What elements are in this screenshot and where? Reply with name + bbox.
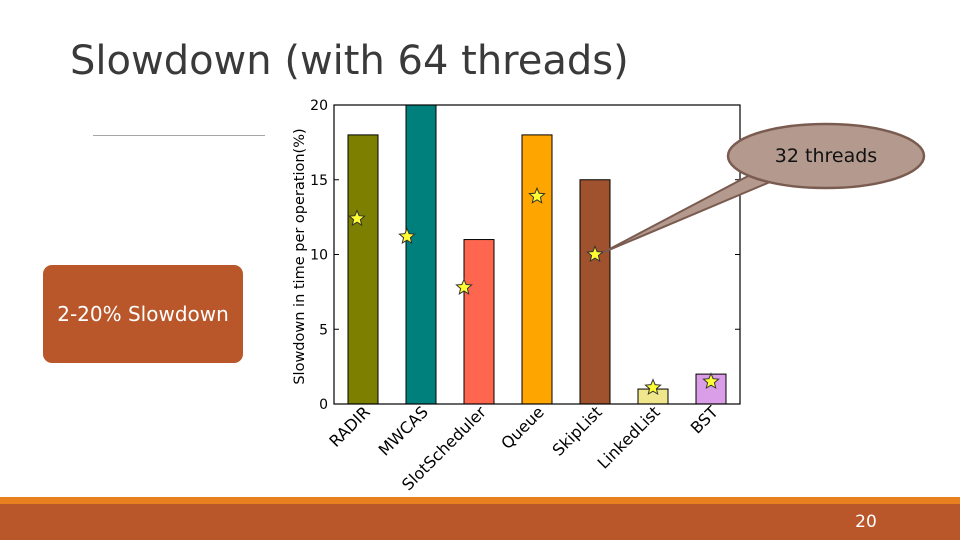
title-divider [93,135,265,136]
y-tick-label-1: 5 [319,322,328,338]
x-tick-label-6: BST [687,402,722,437]
star-marker-1 [398,227,416,245]
slide-title: Slowdown (with 64 threads) [70,38,629,84]
y-tick-label-4: 20 [310,98,328,114]
footer-accent-line [0,497,960,504]
star-marker-0 [348,209,366,227]
star-marker-2 [455,278,473,295]
x-tick-label-1: MWCAS [375,402,432,459]
x-tick-label-4: SkipList [549,402,606,459]
star-marker-6 [702,372,720,390]
bar-3 [521,134,553,405]
x-tick-label-3: Queue [497,402,548,453]
slowdown-callout-label: 2-20% Slowdown [57,302,229,326]
y-tick-label-2: 10 [310,248,328,264]
bar-0 [347,134,379,405]
annotation-bubble [726,122,926,190]
y-tick-label-0: 0 [319,397,328,413]
bar-2 [463,239,495,405]
slowdown-callout: 2-20% Slowdown [43,265,243,363]
star-marker-3 [528,186,546,204]
star-marker-5 [644,378,662,396]
threads-annotation-text: 32 threads [774,145,878,167]
footer-bar [0,504,960,540]
page-number: 20 [855,512,877,532]
y-axis-label: Slowdown in time per operation(%) [292,128,308,384]
y-tick-label-3: 15 [310,173,328,189]
bar-1 [405,104,437,405]
x-tick-label-5: LinkedList [594,402,664,472]
x-tick-label-0: RADIR [325,402,373,450]
bar-4 [579,179,611,405]
star-marker-4 [586,245,604,263]
